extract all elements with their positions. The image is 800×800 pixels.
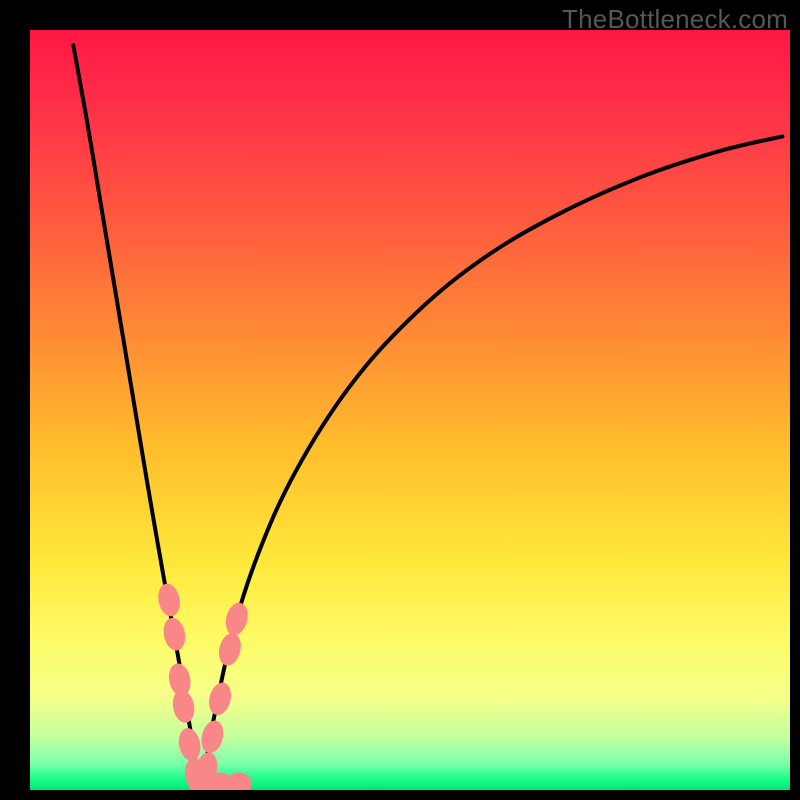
watermark-text: TheBottleneck.com — [562, 4, 788, 35]
chart-root: TheBottleneck.com — [0, 0, 800, 800]
chart-svg — [30, 30, 790, 790]
chart-background — [30, 30, 790, 790]
plot-area — [30, 30, 790, 790]
marker-dot — [227, 773, 251, 790]
